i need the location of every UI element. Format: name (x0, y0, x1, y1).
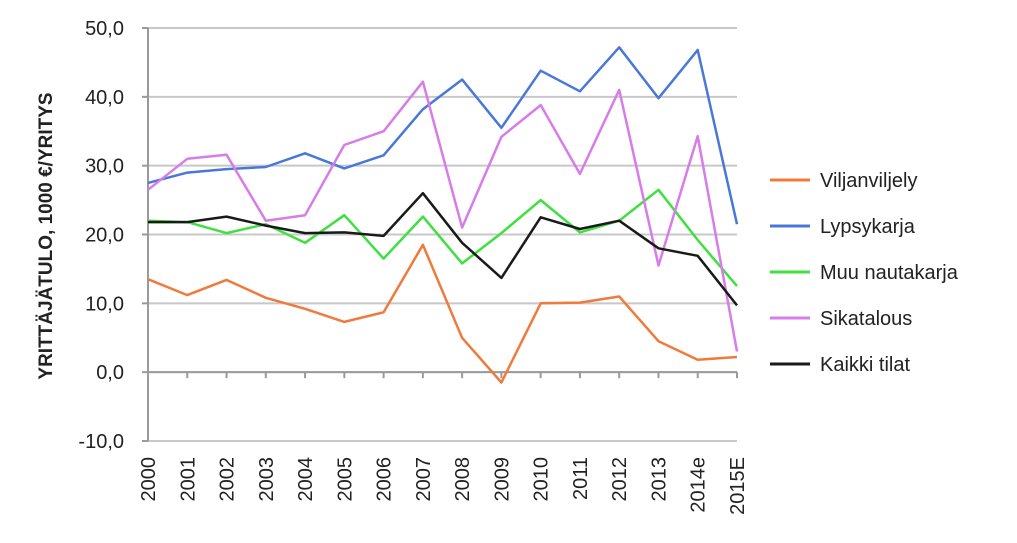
y-tick-label: 20,0 (85, 225, 124, 247)
y-tick-labels: -10,0 0,0 10,0 20,0 30,0 40,0 50,0 (78, 18, 124, 453)
x-tick-label: 2008 (452, 457, 474, 502)
x-tick-label: 2010 (531, 457, 553, 502)
legend-label: Muu nautakarja (820, 262, 959, 284)
x-tick-label: 2009 (491, 457, 513, 502)
x-tick-label: 2011 (570, 457, 592, 500)
series-line (148, 191, 738, 307)
legend-label: Lypsykarja (820, 216, 916, 238)
x-tick-label: 2007 (413, 457, 435, 502)
series-line (147, 243, 738, 384)
y-tick-label: 10,0 (85, 293, 124, 315)
axes (142, 27, 738, 442)
x-tick-label: 2012 (609, 457, 631, 502)
x-tick-label: 2014e (688, 457, 710, 513)
x-tick-label: 2002 (217, 457, 239, 502)
y-tick-label: 40,0 (85, 87, 124, 109)
x-tick-label: 2003 (256, 457, 278, 502)
x-tick-label: 2013 (648, 457, 670, 502)
y-tick-label: 50,0 (85, 18, 124, 40)
series-line (147, 188, 738, 287)
series-lines (147, 46, 739, 384)
legend-label: Kaikki tilat (820, 354, 910, 376)
y-tick-label: 30,0 (85, 156, 124, 178)
x-tick-label: 2001 (177, 457, 199, 502)
gridlines (148, 27, 737, 442)
y-tick-label: -10,0 (78, 431, 124, 453)
legend-label: Viljanviljely (820, 170, 917, 192)
y-tick-label: 0,0 (96, 362, 124, 384)
x-tick-label: 2006 (374, 457, 396, 502)
x-tick-label: 2004 (295, 457, 317, 502)
series-line (147, 46, 739, 225)
x-tick-labels: 2000 2001 2002 2003 2004 2005 2006 2007 2008 2009… (138, 457, 749, 515)
x-tick-label: 2015E (727, 457, 749, 515)
legend-label: Sikatalous (820, 308, 912, 330)
x-tick-label: 2000 (138, 457, 160, 502)
x-tick-label: 2005 (334, 457, 356, 502)
legend: Viljanviljely Lypsykarja Muu nautakarja Sik… (770, 170, 959, 376)
y-axis-title: YRITTÄJÄTULO, 1000 €/YRITYS (36, 92, 57, 379)
series-line (147, 80, 739, 352)
